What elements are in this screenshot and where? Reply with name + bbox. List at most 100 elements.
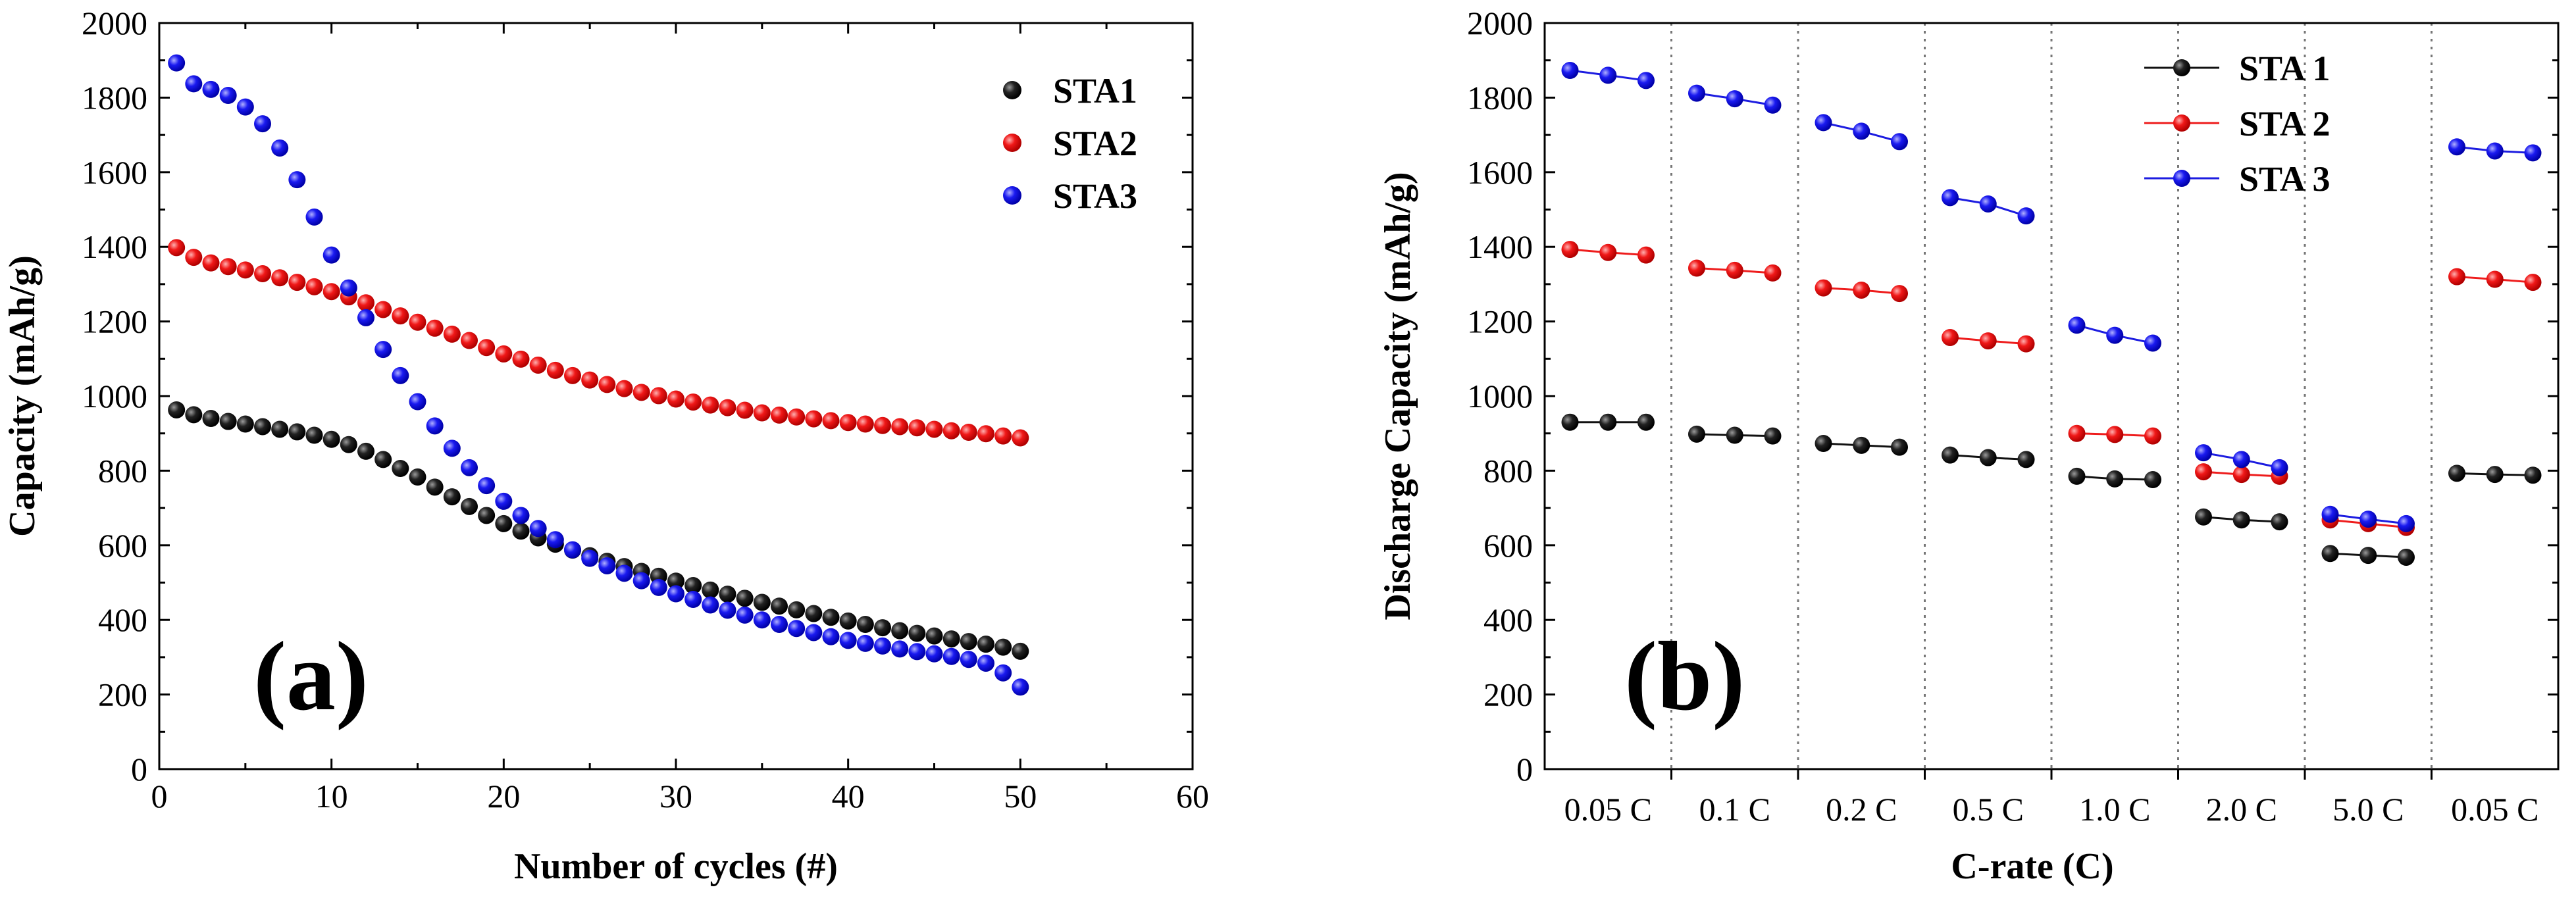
chart-b-data-point [2195,508,2212,526]
chart-a-data-point [908,624,926,642]
chart-a-data-point [202,410,220,428]
chart-a-data-point [564,366,581,384]
chart-b-series [1561,62,2542,566]
chart-b-y-axis-title: Discharge Capacity (mAh/g) [1378,172,1418,620]
chart-a-data-point [822,628,840,645]
chart-b-data-point [1942,446,1959,464]
chart-a-legend-marker [1003,81,1021,99]
chart-b-data-point [2068,467,2086,485]
chart-b-data-point [1599,413,1617,431]
chart-a-data-point [994,664,1012,682]
chart-b-data-point [1688,84,1705,102]
chart-b-data-point [2017,335,2035,353]
chart-a-data-point [822,412,840,430]
chart-a-data-point [719,399,736,416]
chart-b-legend-marker [2173,170,2190,187]
chart-a-x-axis-title: Number of cycles (#) [514,846,838,887]
chart-panel-b: 0 200 400 600 800 1000 1200 1400 1600 1800 2000 0.0… [1378,5,2560,887]
chart-a-data-point [908,419,926,437]
chart-a-data-point [684,393,702,411]
chart-a-data-point [805,624,823,641]
chart-a-x-tick-label: 50 [1004,778,1037,815]
chart-b-data-point [2271,513,2288,531]
chart-a-data-point [856,415,874,433]
chart-b-data-point [1561,241,1579,259]
chart-b-data-point [1726,426,1743,444]
chart-b-data-point [2359,547,2377,565]
chart-a-data-point [219,86,237,104]
chart-a-data-point [168,54,186,72]
chart-b-data-point [1853,122,1870,140]
chart-b-data-point [1942,189,1959,207]
chart-a-data-point [495,345,513,363]
chart-a-y-tick-label: 1000 [82,378,147,414]
chart-a-data-point [322,283,340,301]
chart-a-data-point [236,261,254,279]
chart-a-data-point [236,415,254,433]
chart-a-data-point [632,384,650,401]
chart-a-data-point [426,319,444,337]
chart-a-data-point [202,80,220,98]
chart-b-data-point [1726,261,1743,279]
chart-b-series-sta-1 [1561,413,2542,566]
chart-a-data-point [409,468,426,486]
chart-a-plot-frame [158,22,1194,770]
chart-a-data-point [305,278,323,295]
chart-b-data-point [2144,427,2161,445]
chart-a-data-point [357,309,374,326]
chart-b-data-point [1815,279,1832,297]
chart-b-data-point [1637,246,1655,264]
chart-a-data-point [598,557,616,574]
chart-a-data-point [185,249,203,266]
chart-b-data-point [1815,435,1832,453]
chart-a-data-point [719,601,736,619]
chart-b-data-point [1942,328,1959,346]
chart-a-data-point [856,634,874,652]
chart-a-series-sta3 [168,54,1029,696]
chart-a-data-point [977,425,994,443]
chart-b-data-point [2232,511,2250,529]
chart-a-data-point [392,366,409,384]
chart-b-data-point [2271,459,2288,476]
chart-a-data-point [529,520,547,538]
chart-b-plot-frame [1543,22,2560,770]
chart-b-data-point [2195,444,2212,462]
chart-a-data-point [461,459,478,476]
chart-a-data-point [874,416,891,434]
chart-b-data-point [1599,66,1617,84]
chart-b-y-tick-label: 600 [1483,527,1533,564]
chart-a-data-point [771,616,788,634]
chart-a-y-tick-label: 400 [98,601,147,638]
chart-a-data-point [753,611,771,629]
chart-a-data-point [581,549,599,567]
chart-a-data-point [185,75,203,93]
chart-a-y-tick-label: 1800 [82,79,147,116]
chart-a-data-point [271,269,289,287]
chart-a-data-point [684,577,702,595]
chart-b-data-point [2448,268,2465,286]
chart-a-data-point [960,423,977,441]
chart-b-x-tick-label: 0.5 C [1953,791,2024,828]
chart-a-y-tick-label: 800 [98,452,147,489]
chart-a-series [168,54,1029,696]
chart-b-data-point [1561,62,1579,80]
chart-a-data-point [185,406,203,424]
chart-a-data-point [322,246,340,264]
chart-a-data-point [753,593,771,611]
chart-a-series-sta1 [168,401,1029,660]
chart-b-y-tick-label: 1600 [1467,154,1533,191]
chart-a-data-point [960,651,977,668]
chart-b-data-point [2068,424,2086,442]
chart-a-data-point [461,497,478,515]
chart-a-data-point [271,420,289,438]
chart-b-y-tick-label: 1000 [1467,378,1533,414]
chart-a-data-point [925,627,943,645]
chart-b-data-point [2448,465,2465,482]
chart-b-data-point [2232,451,2250,468]
chart-b-data-point [2195,463,2212,481]
chart-a-data-point [546,531,564,549]
chart-b-data-point [1891,133,1908,151]
chart-a-data-point [374,451,392,468]
chart-b-data-point [1853,281,1870,299]
chart-a-data-point [512,350,530,368]
